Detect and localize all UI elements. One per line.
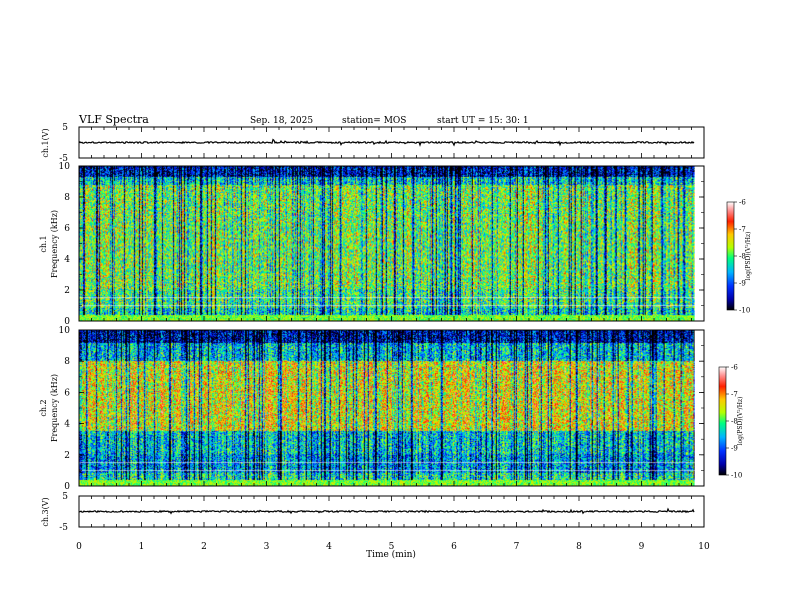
colorbar-tick-label: -9 — [731, 445, 738, 453]
x-tick-label: 6 — [451, 542, 457, 552]
ch1-colorbar: log(PSD)(V²/Hz) -6 -7 -8 -9 -10 — [726, 199, 752, 315]
ch3-waveform-ylabel: ch.3(V) — [41, 497, 50, 526]
ch3-ytick-bottom: -5 — [59, 523, 68, 533]
header-start-ut: start UT = 15: 30: 1 — [437, 116, 529, 126]
x-tick-label: 2 — [201, 542, 207, 552]
y-tick-label: 4 — [64, 255, 70, 265]
ch1-ytick-top: 5 — [62, 123, 68, 133]
y-tick-label: 6 — [64, 388, 70, 398]
x-tick-label: 5 — [389, 542, 395, 552]
ch2-spectrogram-image — [79, 330, 695, 486]
x-tick-label: 3 — [264, 542, 270, 552]
ch2-colorbar-label: log(PSD)(V²/Hz) — [737, 397, 744, 446]
colorbar-tick-label: -8 — [731, 418, 738, 426]
waveform-trace — [78, 138, 695, 147]
x-tick-label: 4 — [326, 542, 332, 552]
colorbar-tick-label: -9 — [739, 280, 746, 288]
header-station: station= MOS — [342, 116, 406, 126]
colorbar-tick-label: -8 — [739, 253, 746, 261]
x-tick-label: 0 — [76, 542, 82, 552]
y-tick-label: 8 — [64, 193, 70, 203]
figure-title: VLF Spectra — [78, 113, 149, 126]
y-tick-label: 10 — [59, 162, 71, 172]
colorbar-tick-label: -10 — [731, 472, 742, 480]
y-tick-label: 8 — [64, 357, 70, 367]
ch1-colorbar-label: log(PSD)(V²/Hz) — [745, 232, 752, 281]
ch2-spectrogram-panel: 0 2 4 6 8 10 ch.2 Frequency (kHz) — [39, 326, 705, 492]
ch1-spectrogram-image — [79, 166, 695, 321]
colorbar-tick-label: -7 — [731, 391, 738, 399]
colorbar-tick-label: -6 — [739, 199, 746, 207]
x-tick-label: 9 — [639, 542, 645, 552]
ch3-waveform-panel: 5 -5 ch.3(V) — [41, 492, 705, 533]
waveform-trace — [78, 507, 695, 515]
y-tick-label: 2 — [64, 286, 70, 296]
x-tick-label: 1 — [139, 542, 145, 552]
colorbar-tick-label: -10 — [739, 307, 750, 315]
y-tick-label: 0 — [64, 317, 70, 327]
ch1-spec-ylabel-frequency: Frequency (kHz) — [50, 210, 59, 278]
y-tick-label: 4 — [64, 420, 70, 430]
header-date: Sep. 18, 2025 — [250, 116, 313, 126]
y-tick-label: 2 — [64, 451, 70, 461]
time-axis-label: Time (min) — [366, 549, 416, 560]
x-tick-label: 7 — [514, 542, 520, 552]
time-axis: 0 1 2 3 4 5 6 7 8 9 10 — [76, 127, 710, 552]
colorbar-tick-label: -6 — [731, 364, 738, 372]
ch2-colorbar: log(PSD)(V²/Hz) -6 -7 -8 -9 -10 — [718, 364, 744, 480]
y-tick-label: 10 — [59, 326, 71, 336]
ch1-colorbar-scale — [726, 201, 735, 311]
ch2-colorbar-scale — [718, 366, 727, 476]
ch1-spec-ylabel-channel: ch.1 — [39, 235, 48, 252]
y-tick-label: 6 — [64, 224, 70, 234]
ch3-ytick-top: 5 — [62, 492, 68, 502]
colorbar-tick-label: -7 — [739, 226, 746, 234]
ch1-ytick-bottom: -5 — [59, 154, 68, 164]
x-tick-label: 10 — [698, 542, 710, 552]
y-tick-label: 0 — [64, 482, 70, 492]
ch1-waveform-panel: 5 -5 ch.1(V) — [41, 123, 705, 164]
x-tick-label: 8 — [576, 542, 582, 552]
ch1-waveform-ylabel: ch.1(V) — [41, 128, 50, 157]
ch2-spec-ylabel-channel: ch.2 — [39, 399, 48, 416]
ch2-spec-ylabel-frequency: Frequency (kHz) — [50, 374, 59, 442]
ch1-spectrogram-panel: 0 2 4 6 8 10 ch.1 Frequency (kHz) — [39, 162, 705, 327]
